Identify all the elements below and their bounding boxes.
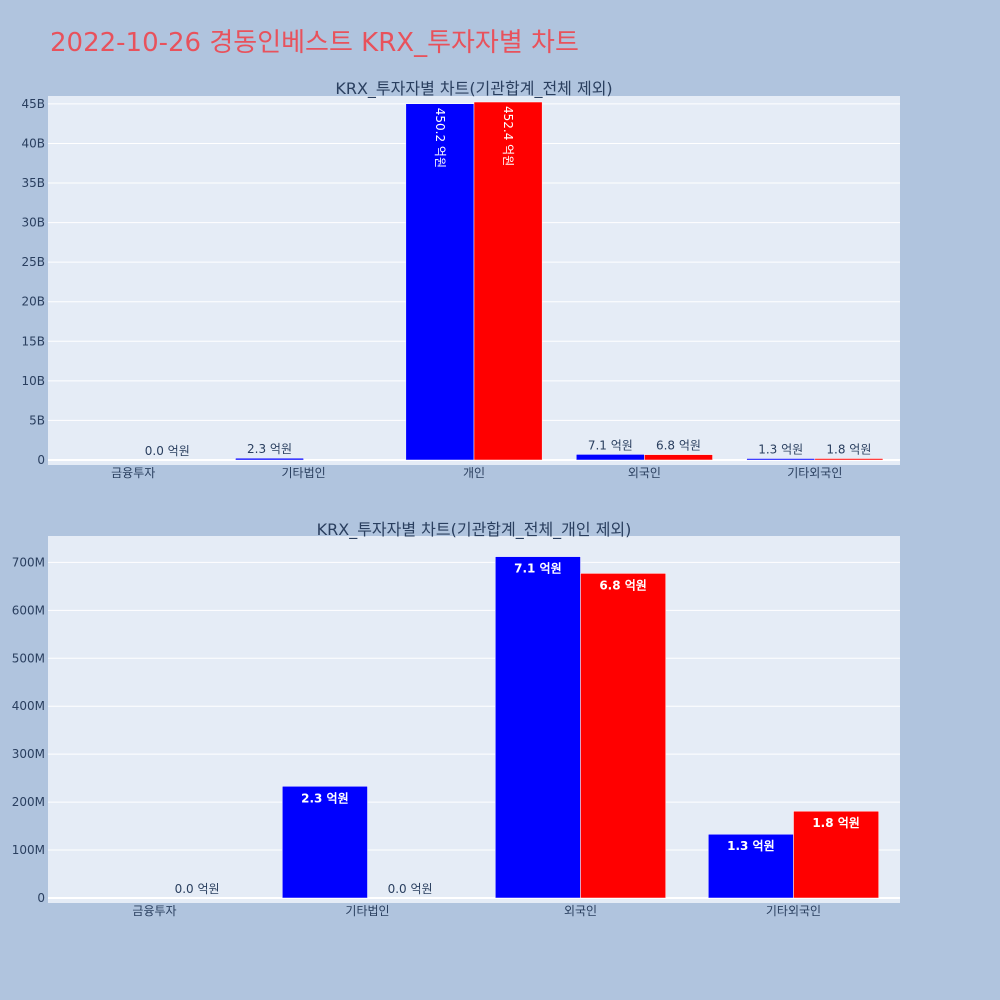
- x-tick-label: 기타외국인: [787, 466, 842, 480]
- bar-sell: [580, 573, 666, 899]
- x-tick-label: 개인: [463, 466, 485, 480]
- bar-buy: [708, 833, 794, 899]
- data-label: 0.0 억원: [145, 444, 190, 458]
- y-tick-label: 600M: [12, 603, 45, 617]
- data-label: 2.3 억원: [247, 442, 292, 456]
- x-tick-label: 기타법인: [345, 904, 389, 918]
- data-label: 1.8 억원: [826, 443, 871, 457]
- bar-buy: [282, 786, 368, 899]
- data-label: 0.0 억원: [388, 882, 433, 896]
- data-label: 6.8 억원: [656, 439, 701, 453]
- bar-sell: [644, 454, 713, 461]
- data-label: 452.4 억원: [501, 106, 515, 166]
- x-tick-label: 기타법인: [282, 466, 326, 480]
- y-tick-label: 40B: [21, 136, 45, 150]
- y-tick-label: 30B: [21, 216, 45, 230]
- y-tick-label: 200M: [12, 795, 45, 809]
- data-label: 7.1 억원: [514, 562, 562, 576]
- bar-sell: [793, 810, 879, 899]
- y-tick-label: 100M: [12, 843, 45, 857]
- x-tick-label: 금융투자: [132, 904, 176, 918]
- chart-title: KRX_투자자별 차트(기관합계_전체_개인 제외): [317, 520, 632, 540]
- bar-buy: [575, 454, 645, 461]
- y-tick-label: 20B: [21, 295, 45, 309]
- data-label: 1.3 억원: [727, 839, 775, 853]
- y-tick-label: 300M: [12, 747, 45, 761]
- bar-sell: [473, 101, 543, 461]
- chart-top: KRX_투자자별 차트(기관합계_전체 제외) 0 5B 10B 15B 20B 25B 30…: [21, 79, 900, 480]
- y-tick-label: 500M: [12, 651, 45, 665]
- x-tick-label: 외국인: [564, 904, 597, 918]
- y-tick-label: 700M: [12, 555, 45, 569]
- bar-buy: [405, 103, 475, 461]
- page-title: 2022-10-26 경동인베스트 KRX_투자자별 차트: [50, 28, 579, 58]
- data-label: 1.8 억원: [812, 816, 860, 830]
- chart-bottom: KRX_투자자별 차트(기관합계_전체_개인 제외) 0 100M 200M 300M 4…: [12, 520, 900, 918]
- bar-buy: [235, 457, 304, 461]
- x-tick-label: 외국인: [628, 466, 661, 480]
- y-tick-label: 400M: [12, 699, 45, 713]
- bar-buy: [495, 556, 581, 899]
- y-tick-label: 5B: [29, 413, 45, 427]
- x-tick-label: 금융투자: [111, 466, 155, 480]
- data-label: 0.0 억원: [175, 882, 220, 896]
- y-tick-label: 25B: [21, 255, 45, 269]
- bar-sell: [814, 458, 884, 461]
- bar-buy: [746, 458, 816, 461]
- y-tick-label: 0: [37, 453, 45, 467]
- data-label: 450.2 억원: [433, 108, 447, 168]
- chart-title: KRX_투자자별 차트(기관합계_전체 제외): [335, 79, 612, 99]
- data-label: 7.1 억원: [588, 438, 633, 452]
- data-label: 1.3 억원: [758, 443, 803, 457]
- y-tick-label: 45B: [21, 97, 45, 111]
- x-tick-label: 기타외국인: [766, 904, 821, 918]
- data-label: 2.3 억원: [301, 791, 349, 805]
- data-label: 6.8 억원: [599, 578, 647, 592]
- y-tick-label: 0: [37, 891, 45, 905]
- y-tick-label: 15B: [21, 334, 45, 348]
- y-tick-label: 10B: [21, 374, 45, 388]
- y-tick-label: 35B: [21, 176, 45, 190]
